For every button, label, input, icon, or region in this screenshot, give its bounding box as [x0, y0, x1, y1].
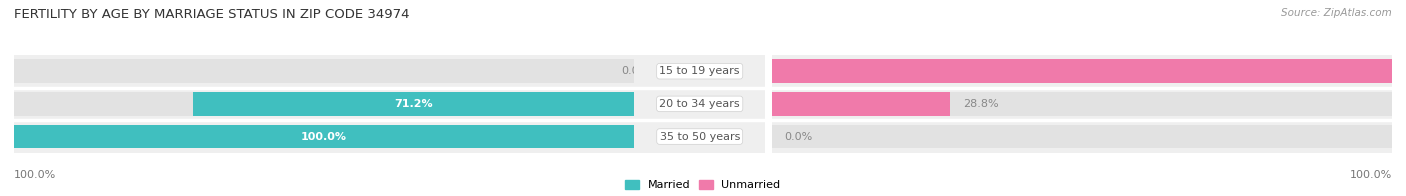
Text: 28.8%: 28.8% [963, 99, 998, 109]
Text: 71.2%: 71.2% [394, 99, 433, 109]
Bar [14, 92, 634, 116]
Text: 15 to 19 years: 15 to 19 years [659, 66, 740, 76]
Bar [193, 92, 634, 116]
Bar [772, 59, 1392, 83]
Bar [772, 92, 1392, 116]
Text: 100.0%: 100.0% [14, 170, 56, 180]
Bar [14, 120, 634, 153]
Bar [14, 59, 634, 83]
Text: 100.0%: 100.0% [1405, 66, 1406, 76]
Bar [14, 125, 634, 148]
Bar [634, 88, 765, 120]
Bar [772, 120, 1392, 153]
Bar [772, 88, 1392, 120]
Bar [772, 55, 1392, 88]
Text: 100.0%: 100.0% [1350, 170, 1392, 180]
Text: 100.0%: 100.0% [301, 132, 347, 142]
Text: Source: ZipAtlas.com: Source: ZipAtlas.com [1281, 8, 1392, 18]
Bar [772, 92, 950, 116]
Bar [634, 55, 765, 88]
Text: 20 to 34 years: 20 to 34 years [659, 99, 740, 109]
Legend: Married, Unmarried: Married, Unmarried [626, 180, 780, 191]
Bar [14, 125, 634, 148]
Bar [772, 59, 1392, 83]
Bar [634, 120, 765, 153]
Text: 0.0%: 0.0% [621, 66, 650, 76]
Text: 0.0%: 0.0% [785, 132, 813, 142]
Text: 35 to 50 years: 35 to 50 years [659, 132, 740, 142]
Bar [14, 55, 634, 88]
Text: FERTILITY BY AGE BY MARRIAGE STATUS IN ZIP CODE 34974: FERTILITY BY AGE BY MARRIAGE STATUS IN Z… [14, 8, 409, 21]
Bar [14, 88, 634, 120]
Bar [772, 125, 1392, 148]
